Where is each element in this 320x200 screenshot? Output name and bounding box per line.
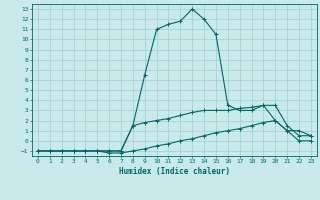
X-axis label: Humidex (Indice chaleur): Humidex (Indice chaleur) — [119, 167, 230, 176]
